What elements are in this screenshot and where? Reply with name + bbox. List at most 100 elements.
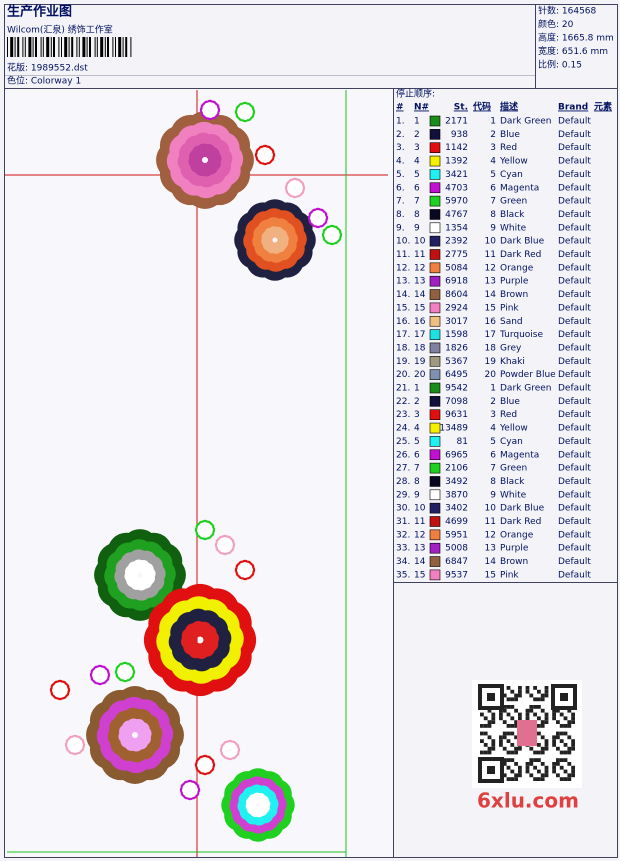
needle: 20: [414, 370, 426, 380]
brand: Default: [558, 557, 591, 567]
swatch: [429, 289, 441, 300]
bar: [50, 37, 52, 57]
description: Turquoise: [499, 330, 543, 340]
petal: [205, 763, 213, 771]
stitches: 5008: [445, 544, 468, 554]
qr-cell: [514, 746, 518, 751]
qr-cell: [552, 716, 556, 721]
needle: 4: [414, 157, 420, 167]
needle: 2: [414, 130, 420, 140]
column-header: 代码: [472, 101, 491, 113]
qr-cell: [491, 716, 496, 721]
code: 8: [490, 210, 496, 220]
stitches: 6918: [445, 277, 468, 287]
qr-cell: [563, 750, 568, 755]
needle: 2: [414, 397, 420, 407]
brand: Default: [558, 357, 591, 367]
needle: 7: [414, 197, 420, 207]
qr-cell: [571, 739, 575, 743]
stitches: 2171: [445, 117, 468, 127]
bar: [7, 37, 8, 57]
qr-cell: [537, 731, 541, 736]
stitches: 4703: [445, 183, 468, 193]
description: Green: [500, 197, 527, 207]
stitches: 6847: [445, 557, 468, 567]
brand: Default: [558, 250, 591, 260]
row-index: 4.: [396, 157, 405, 167]
row-index: 16.: [396, 317, 410, 327]
swatch: [429, 436, 441, 447]
brand: Default: [558, 117, 591, 127]
qr-cell: [502, 762, 507, 766]
row-index: 28.: [396, 477, 410, 487]
qr-cell: [499, 735, 503, 740]
petal: [247, 804, 258, 815]
row-index: 23.: [396, 410, 410, 420]
description: White: [500, 223, 527, 233]
petal: [230, 748, 238, 756]
bar: [46, 37, 50, 57]
qr-cell: [563, 758, 568, 762]
brand: Default: [558, 317, 591, 327]
qr-cell: [567, 708, 572, 713]
code: 7: [490, 197, 496, 207]
code: 1: [490, 384, 496, 394]
bar: [64, 37, 68, 57]
qr-cell: [502, 773, 507, 778]
qr-cell: [506, 765, 511, 770]
code: 7: [490, 464, 496, 474]
row-index: 14.: [396, 290, 410, 300]
qr-cell: [556, 762, 560, 766]
swatch: [429, 502, 441, 514]
qr-cell: [487, 724, 492, 728]
qr-cell: [540, 777, 545, 781]
needle: 15: [414, 570, 425, 580]
qr-cell: [544, 689, 549, 694]
stitches: 6495: [445, 370, 468, 380]
code: 13: [485, 277, 496, 287]
swatch: [429, 369, 441, 380]
qr-cell: [506, 705, 511, 709]
row-index: 1.: [396, 117, 405, 127]
qr-cell: [518, 686, 522, 690]
bar: [68, 37, 70, 57]
description: Sand: [500, 317, 523, 327]
qr-cell: [567, 762, 572, 766]
code: 6: [490, 183, 496, 193]
stitches: 2924: [445, 303, 468, 313]
swatch: [429, 422, 441, 434]
code: 17: [485, 330, 496, 340]
qr-cell: [559, 724, 564, 728]
needle: 3: [414, 143, 420, 153]
column-header: Brand: [558, 103, 588, 113]
code: 15: [485, 570, 496, 580]
qr-cell: [529, 708, 534, 713]
qr-cell: [556, 758, 560, 762]
brand: Default: [558, 544, 591, 554]
qr-cell: [537, 758, 541, 762]
petal: [126, 574, 140, 588]
code: 19: [485, 357, 497, 367]
row-index: 26.: [396, 450, 410, 460]
qr-cell: [567, 724, 572, 728]
qr-cell: [556, 731, 560, 736]
code: 1: [490, 117, 496, 127]
swatch: [429, 169, 441, 180]
qr-cell: [483, 731, 488, 736]
info-line: 颜色: 20: [538, 18, 574, 30]
stitches: 4699: [445, 517, 468, 527]
brand: Default: [558, 530, 591, 540]
needle: 18: [414, 343, 426, 353]
stitches: 2106: [445, 464, 468, 474]
row-index: 34.: [396, 557, 410, 567]
row-index: 25.: [396, 437, 410, 447]
description: Grey: [500, 343, 522, 353]
qr-cell: [525, 762, 530, 766]
info-line: 宽度: 651.6 mm: [538, 45, 608, 57]
qr-cell: [483, 724, 488, 728]
info-line: 高度: 1665.8 mm: [538, 32, 614, 44]
qr-cell: [559, 731, 564, 736]
row-index: 7.: [396, 197, 405, 207]
qr-cell: [537, 743, 541, 747]
